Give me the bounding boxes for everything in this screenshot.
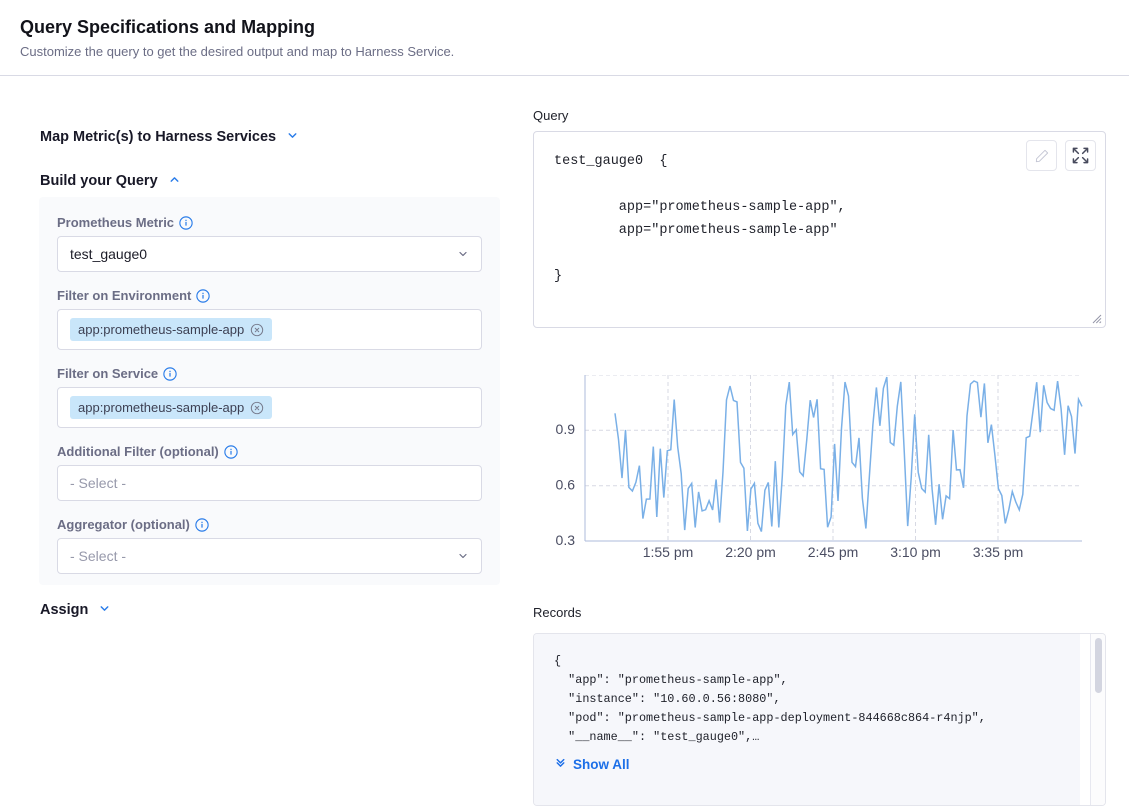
svg-text:0.9: 0.9 — [556, 421, 576, 437]
svg-text:3:35 pm: 3:35 pm — [973, 544, 1024, 560]
svg-text:3:10 pm: 3:10 pm — [890, 544, 941, 560]
svg-text:0.3: 0.3 — [556, 532, 576, 548]
svg-text:2:45 pm: 2:45 pm — [808, 544, 859, 560]
svg-text:0.6: 0.6 — [556, 477, 576, 493]
svg-text:1:55 pm: 1:55 pm — [643, 544, 694, 560]
svg-text:2:20 pm: 2:20 pm — [725, 544, 776, 560]
